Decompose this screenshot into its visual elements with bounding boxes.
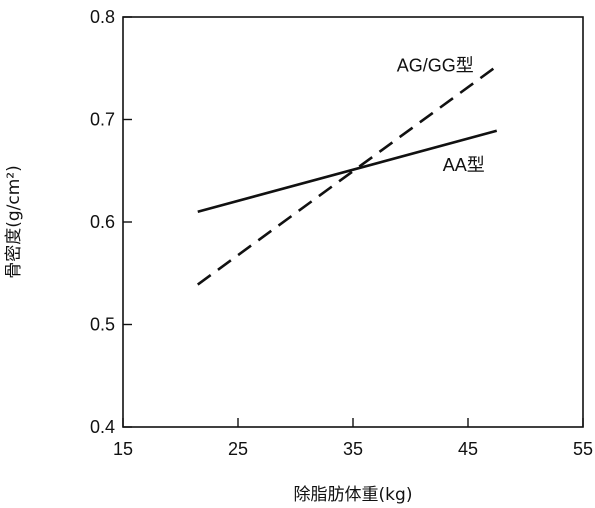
- series-line-0: [196, 65, 498, 286]
- x-axis-title: 除脂肪体重(kg): [294, 485, 413, 505]
- y-tick-label: 0.5: [90, 315, 115, 335]
- y-axis-ticks: 0.4 0.5 0.6 0.7 0.8: [90, 7, 132, 437]
- x-tick-label: 15: [113, 439, 133, 459]
- series-group: AG/GG型 AA型: [196, 55, 498, 286]
- plot-border: [122, 16, 584, 428]
- plot-frame: [122, 16, 584, 428]
- y-tick-label: 0.6: [90, 212, 115, 232]
- x-tick-label: 45: [458, 439, 478, 459]
- x-tick-label: 25: [228, 439, 248, 459]
- series-label-0: AG/GG型: [397, 55, 474, 75]
- series-label-1: AA型: [443, 155, 485, 175]
- series-line-1: [197, 129, 498, 214]
- x-tick-label: 55: [573, 439, 593, 459]
- y-axis-title: 骨密度(g/cm²): [4, 165, 24, 279]
- y-tick-label: 0.7: [90, 110, 115, 130]
- x-tick-label: 35: [343, 439, 363, 459]
- x-axis-ticks: 15 25 35 45 55: [113, 418, 593, 459]
- y-tick-label: 0.4: [90, 417, 115, 437]
- y-tick-label: 0.8: [90, 7, 115, 27]
